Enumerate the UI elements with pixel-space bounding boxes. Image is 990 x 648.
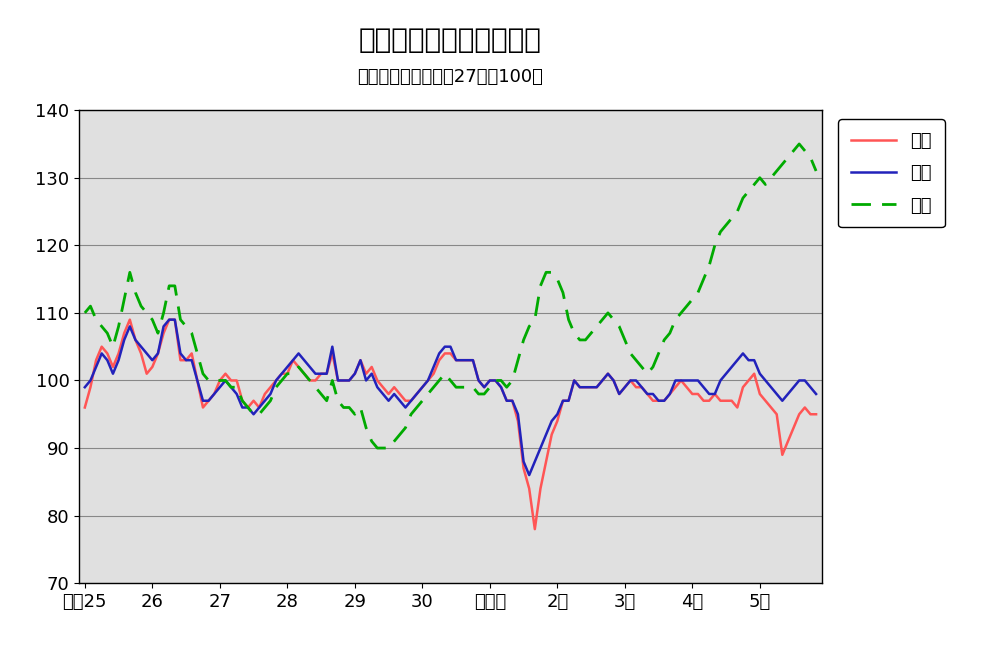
Legend: 生産, 出荷, 在庫: 生産, 出荷, 在庫 [839, 119, 944, 227]
出荷 [524, 471, 536, 479]
出荷 [163, 316, 175, 323]
Line: 在庫: 在庫 [85, 144, 816, 448]
出荷 [79, 384, 91, 391]
生産 [152, 349, 164, 357]
在庫 [79, 309, 91, 317]
出荷 [354, 356, 366, 364]
Text: （季節調整済、平成27年＝100）: （季節調整済、平成27年＝100） [357, 68, 544, 86]
生産 [529, 526, 541, 533]
在庫 [365, 437, 377, 445]
在庫 [810, 167, 822, 175]
生産 [455, 356, 467, 364]
生産 [354, 356, 366, 364]
在庫 [310, 384, 322, 391]
Text: 鳥取県鉱工業指数の推移: 鳥取県鉱工業指数の推移 [359, 26, 542, 54]
Line: 出荷: 出荷 [85, 319, 816, 475]
生産 [79, 404, 91, 411]
出荷 [455, 356, 467, 364]
在庫 [793, 140, 805, 148]
出荷 [147, 356, 158, 364]
生産 [371, 376, 383, 384]
出荷 [371, 384, 383, 391]
在庫 [455, 384, 467, 391]
生産 [810, 410, 822, 418]
在庫 [371, 444, 383, 452]
生産 [315, 370, 327, 378]
出荷 [315, 370, 327, 378]
在庫 [642, 370, 653, 378]
在庫 [147, 316, 158, 323]
出荷 [810, 390, 822, 398]
Line: 生産: 生産 [85, 319, 816, 529]
生産 [647, 397, 659, 404]
在庫 [348, 410, 360, 418]
生産 [124, 316, 136, 323]
出荷 [647, 390, 659, 398]
